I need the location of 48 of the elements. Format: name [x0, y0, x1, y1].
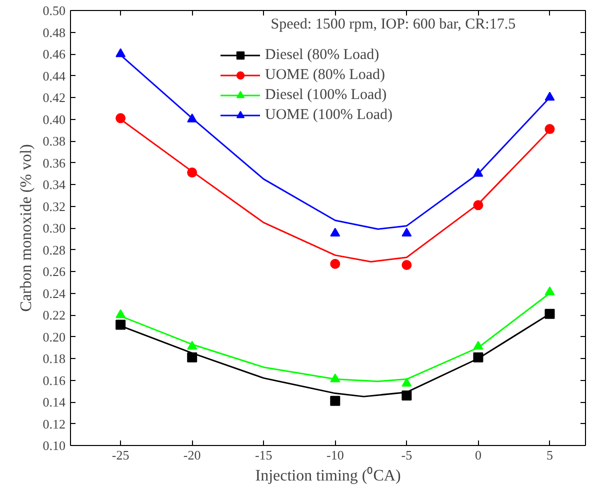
point [402, 378, 412, 387]
point [116, 113, 126, 124]
y-tick-label: 0.16 [42, 372, 66, 388]
x-tick-label: 5 [546, 448, 553, 462]
legend-label: UOME (80% Load) [265, 66, 385, 84]
y-tick-label: 0.36 [42, 155, 66, 170]
point [187, 352, 198, 362]
y-tick-label: 0.38 [42, 134, 66, 148]
point [544, 286, 555, 296]
y-tick-label: 0.32 [42, 198, 66, 214]
point [402, 228, 412, 237]
x-tick-label: 0 [474, 448, 482, 462]
legend-label: Diesel (80% Load) [265, 46, 380, 64]
y-tick-label: 0.40 [42, 112, 66, 127]
y-tick-label: 0.50 [42, 3, 66, 18]
y-tick-label: 0.20 [42, 329, 66, 344]
y-tick-label: 0.22 [42, 308, 66, 322]
point [330, 228, 340, 237]
x-tick-label: -15 [254, 448, 272, 462]
legend-label: Diesel (100% Load) [265, 86, 387, 104]
point [544, 308, 555, 319]
y-tick-label: 0.14 [42, 394, 66, 410]
y-tick-label: 0.42 [42, 90, 66, 105]
x-tick-label: -25 [112, 448, 130, 462]
y-tick-label: 0.44 [42, 68, 66, 84]
y-tick-label: 0.30 [42, 220, 66, 236]
y-axis-title: Carbon monoxide (% vol) [18, 144, 35, 312]
y-tick-label: 0.48 [42, 24, 66, 40]
point [402, 260, 412, 270]
y-tick-label: 0.10 [42, 438, 66, 453]
x-axis-title: Injection timing (⁰CA) [255, 466, 401, 484]
point [330, 258, 340, 269]
point [544, 124, 555, 134]
point [116, 320, 126, 330]
annotation: Speed: 1500 rpm, IOP: 600 bar, CR:17.5 [270, 16, 516, 32]
y-tick-label: 0.12 [42, 416, 66, 432]
x-tick-label: -10 [326, 448, 344, 462]
y-tick-label: 0.46 [42, 46, 66, 62]
y-tick-label: 0.34 [42, 177, 66, 192]
y-tick-label: 0.24 [42, 286, 66, 301]
point [330, 396, 340, 406]
point [116, 48, 126, 58]
y-tick-label: 0.26 [42, 264, 66, 279]
y-tick-label: 0.28 [42, 242, 66, 258]
legend-label: UOME (100% Load) [265, 106, 392, 124]
x-tick-label: -20 [183, 448, 201, 462]
y-tick-label: 0.18 [42, 351, 66, 366]
x-tick-label: -5 [401, 448, 412, 462]
